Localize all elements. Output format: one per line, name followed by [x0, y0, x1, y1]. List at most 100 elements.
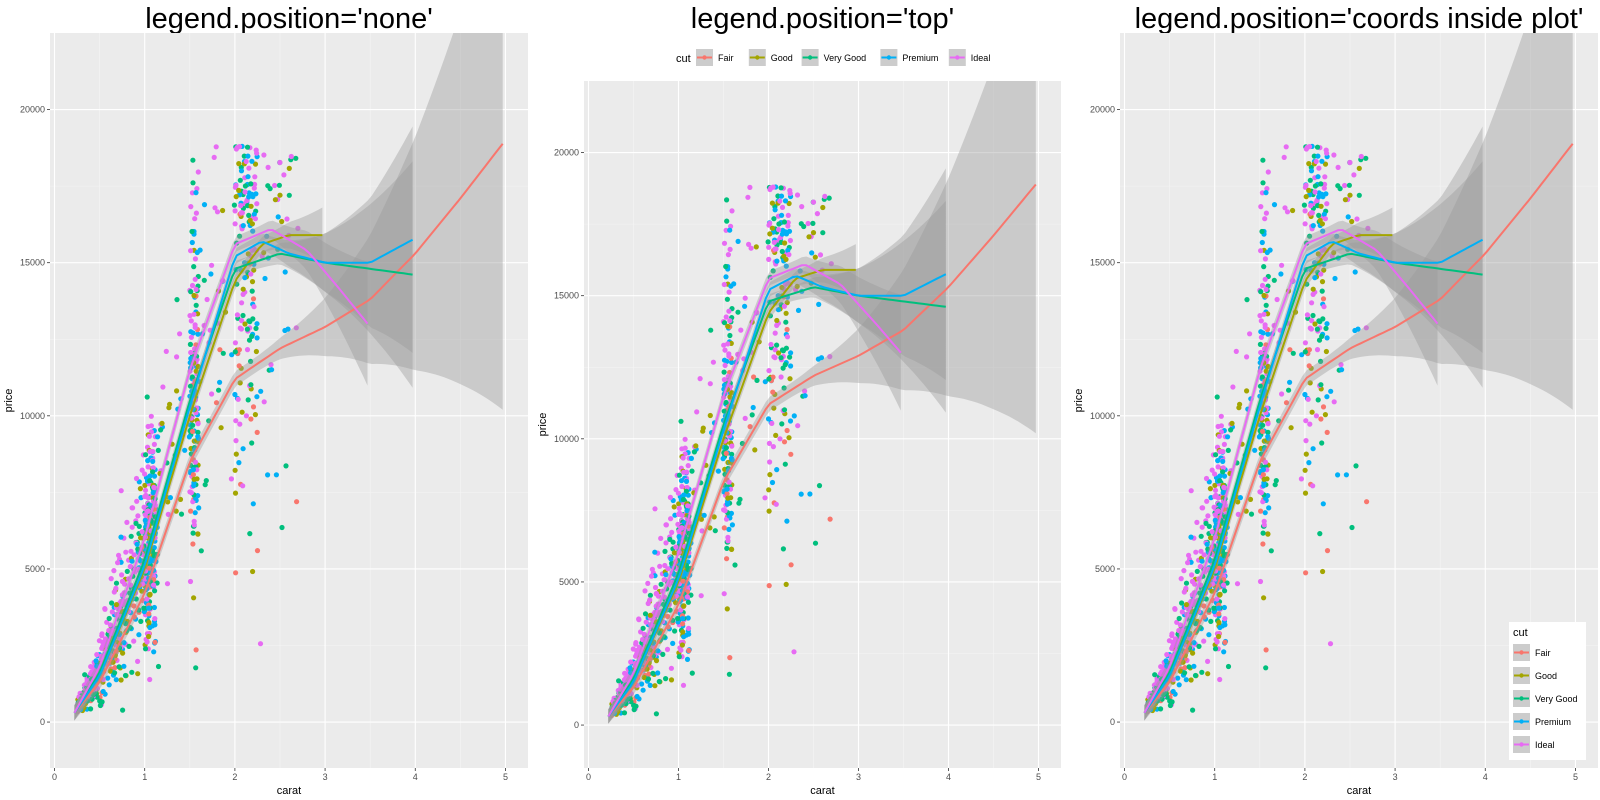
legend-key-point	[886, 55, 892, 60]
point-ideal	[1205, 513, 1211, 519]
point-ideal	[101, 642, 107, 648]
point-ideal	[1198, 548, 1204, 554]
point-very-good	[1225, 663, 1232, 670]
point-premium	[1188, 534, 1194, 540]
point-very-good	[126, 643, 132, 650]
point-ideal	[1188, 488, 1194, 494]
point-ideal	[680, 682, 687, 688]
point-premium	[668, 556, 674, 562]
point-premium	[721, 382, 728, 388]
point-premium	[685, 615, 691, 621]
smooth-line-premium	[607, 273, 947, 718]
point-ideal	[795, 423, 801, 429]
point-ideal	[131, 552, 137, 558]
point-ideal	[1262, 256, 1268, 262]
point-ideal	[694, 409, 700, 415]
point-premium	[254, 394, 260, 400]
point-good	[232, 490, 239, 496]
point-very-good	[737, 496, 743, 502]
point-ideal	[194, 186, 200, 192]
point-ideal	[774, 322, 780, 328]
point-very-good	[1160, 692, 1166, 698]
point-ideal	[679, 525, 685, 531]
x-tick-label: 2	[232, 772, 237, 782]
point-premium	[1217, 473, 1223, 479]
point-ideal	[195, 169, 201, 175]
point-ideal	[119, 578, 126, 584]
point-ideal	[261, 152, 267, 158]
point-ideal	[192, 324, 198, 330]
point-ideal	[1214, 596, 1220, 602]
point-ideal	[1160, 670, 1166, 676]
point-ideal	[1283, 144, 1289, 150]
point-ideal	[669, 529, 675, 536]
point-ideal	[187, 313, 193, 319]
point-premium	[1204, 541, 1210, 547]
point-ideal	[1321, 185, 1327, 191]
point-ideal	[777, 436, 783, 442]
point-very-good	[135, 546, 141, 552]
point-fair	[784, 326, 790, 333]
point-good	[191, 595, 197, 601]
point-premium	[240, 446, 246, 452]
point-ideal	[1319, 247, 1325, 253]
point-premium	[1266, 505, 1272, 511]
point-very-good	[1319, 440, 1325, 446]
point-very-good	[106, 615, 112, 622]
point-good	[766, 508, 772, 514]
point-good	[135, 671, 141, 677]
point-fair	[190, 472, 196, 478]
point-premium	[1334, 233, 1340, 239]
point-good	[1247, 496, 1254, 502]
point-fair	[1364, 499, 1370, 505]
point-premium	[258, 388, 264, 394]
point-ideal	[1347, 159, 1353, 166]
point-very-good	[1302, 349, 1308, 355]
point-very-good	[191, 264, 197, 270]
point-premium	[688, 455, 695, 461]
point-very-good	[245, 397, 251, 403]
point-ideal	[1230, 384, 1236, 390]
point-good	[1261, 476, 1267, 482]
point-good	[279, 218, 285, 225]
point-fair	[788, 562, 794, 568]
point-very-good	[798, 221, 804, 227]
point-good	[146, 633, 152, 640]
point-very-good	[244, 326, 250, 332]
point-fair	[680, 621, 686, 627]
point-good	[711, 514, 717, 520]
point-ideal	[1314, 347, 1321, 353]
point-good	[810, 230, 817, 236]
point-premium	[1191, 663, 1197, 669]
point-ideal	[1358, 153, 1364, 160]
point-ideal	[794, 192, 801, 198]
point-very-good	[721, 408, 727, 414]
point-very-good	[726, 671, 733, 677]
point-ideal	[681, 469, 687, 475]
point-good	[1244, 388, 1250, 394]
point-very-good	[675, 615, 681, 622]
point-very-good	[1248, 511, 1255, 517]
point-premium	[1324, 394, 1330, 400]
point-fair	[1320, 404, 1327, 410]
legend-label-fair: Fair	[718, 53, 734, 63]
point-very-good	[1346, 182, 1352, 188]
point-good	[248, 203, 254, 209]
point-very-good	[1265, 429, 1271, 435]
point-ideal	[773, 501, 779, 507]
point-premium	[254, 321, 260, 327]
point-fair	[131, 603, 137, 609]
point-ideal	[244, 347, 251, 353]
point-very-good	[1260, 180, 1266, 186]
point-premium	[1310, 446, 1316, 452]
point-fair	[1324, 548, 1331, 554]
legend-key-ideal	[1513, 736, 1530, 753]
point-fair	[1303, 570, 1309, 576]
point-premium	[784, 518, 790, 524]
point-ideal	[663, 540, 669, 546]
point-good	[769, 225, 776, 231]
point-very-good	[780, 546, 787, 552]
point-very-good	[1257, 383, 1264, 389]
point-very-good	[670, 539, 676, 545]
point-ideal	[252, 181, 258, 187]
